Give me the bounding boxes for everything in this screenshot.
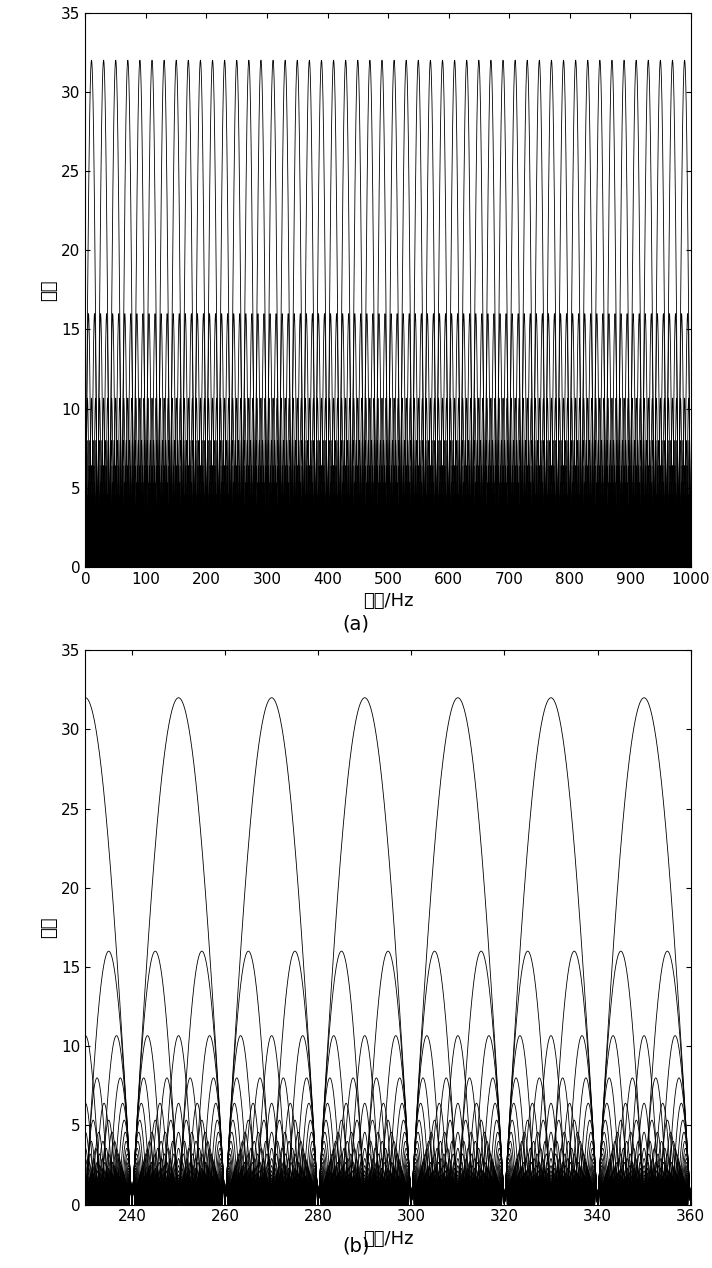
Y-axis label: 幅度: 幅度 <box>41 279 58 301</box>
X-axis label: 频率/Hz: 频率/Hz <box>363 592 413 610</box>
X-axis label: 频率/Hz: 频率/Hz <box>363 1230 413 1248</box>
Text: (b): (b) <box>342 1236 370 1255</box>
Y-axis label: 幅度: 幅度 <box>41 917 58 938</box>
Text: (a): (a) <box>342 615 370 634</box>
